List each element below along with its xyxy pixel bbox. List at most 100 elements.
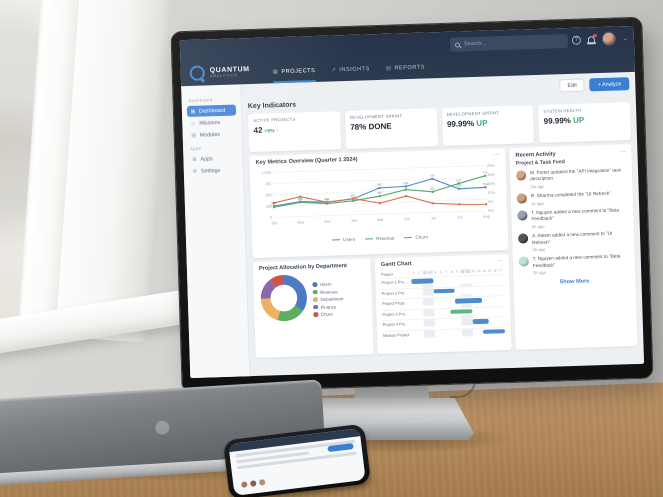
search-input[interactable] [463, 38, 555, 48]
gantt-bar[interactable] [483, 329, 506, 335]
legend-item[interactable]: Users [332, 237, 355, 243]
donut-legend-item[interactable]: Users [312, 281, 343, 287]
nav-insights[interactable]: ↗ INSIGHTS [331, 66, 370, 73]
notifications-button[interactable] [587, 33, 597, 43]
svg-text:Jun: Jun [404, 217, 410, 221]
gantt-bar[interactable] [450, 309, 472, 315]
metrics-line-chart: 1,000 750 500 250 0 25% 20% 15% 10% 5% 0% Oct Nov Dec… [256, 160, 502, 239]
activity-item[interactable]: T. Nguyen added a new comment to "Beta F… [518, 254, 630, 276]
svg-text:Mar: Mar [377, 218, 384, 222]
kpi-label: SYSTEM HEALTH [543, 107, 582, 114]
kpi-value: 99.99% [543, 115, 571, 126]
gantt-bar[interactable] [455, 298, 483, 304]
sidebar-item-label: Dashboard [198, 107, 226, 115]
project-allocation-card: Project Allocation by Department Users Re… [252, 258, 374, 358]
sidebar-item-apps[interactable]: ⊞ Apps [188, 152, 237, 165]
kpi-value: 99.99% [446, 119, 475, 129]
donut-legend-item[interactable]: Department [312, 296, 343, 302]
svg-text:455: 455 [430, 187, 435, 191]
svg-text:775: 775 [482, 171, 487, 175]
notification-dot [593, 33, 597, 38]
nav-projects[interactable]: ▦ PROJECTS [273, 68, 316, 75]
nav-projects-label: PROJECTS [281, 67, 316, 76]
svg-text:0%: 0% [488, 209, 494, 213]
kpi-development-sprint-2[interactable]: DEVELOPMENT SPRINT 99.99% UP [441, 105, 535, 147]
legend-item[interactable]: Revenue [365, 236, 395, 242]
activity-item[interactable]: T. Nguyen added a new comment to "Beta F… [517, 207, 628, 229]
kpi-active-projects[interactable]: ACTIVE PROJECTS 42 +5% ↑ [248, 111, 341, 153]
svg-text:270: 270 [324, 198, 329, 202]
kpi-label: ACTIVE PROJECTS [253, 116, 296, 123]
kpi-suffix: UP [476, 118, 488, 128]
gantt-bar[interactable] [433, 288, 456, 294]
sidebar-item-modules[interactable]: ▤ Modules [188, 128, 237, 141]
donut-legend-item[interactable]: Finance [313, 304, 344, 310]
analyze-button[interactable]: + Analyze [589, 77, 630, 92]
card-menu-icon[interactable]: ⋯ [493, 152, 500, 159]
donut-legend-item[interactable]: Revenue [312, 289, 344, 295]
avatar [515, 170, 527, 181]
dashboard-screen: QUANTUM ANALYTICS ▦ PROJECTS ↗ INSIGHTS … [179, 25, 645, 379]
kpi-value: 42 [253, 125, 263, 135]
activity-item[interactable]: M. Porter updated the "API Integration" … [515, 167, 627, 189]
sidebar-item-settings[interactable]: ⚙ Settings [189, 164, 238, 177]
nav-insights-label: INSIGHTS [339, 66, 370, 74]
svg-text:595: 595 [403, 181, 408, 185]
svg-text:10%: 10% [488, 191, 496, 195]
legend-item[interactable]: Churn [404, 235, 428, 241]
quantum-logo-icon [189, 65, 205, 81]
svg-text:Nov: Nov [298, 220, 305, 224]
svg-text:315: 315 [298, 197, 303, 201]
gantt-chart: Project 1 2 3 4 5 6 7 8 9 10 11 12 13 14 15 16 17 Project … [381, 266, 506, 341]
avatar [517, 233, 529, 244]
gantt-row-label: Project 3 Progress [382, 310, 413, 317]
recent-activity-card: Recent Activity ⋯ Project & Task Feed M.… [509, 144, 638, 350]
card-menu-icon[interactable]: ⋯ [619, 149, 626, 156]
avatar [518, 256, 529, 268]
chevron-down-icon[interactable]: ⌄ [622, 35, 628, 42]
svg-text:745: 745 [430, 174, 435, 178]
modules-icon: ▤ [191, 132, 197, 139]
svg-text:505: 505 [456, 184, 461, 188]
nav-reports-label: REPORTS [394, 64, 426, 72]
svg-text:520: 520 [483, 182, 488, 186]
svg-text:Jul: Jul [431, 216, 436, 220]
apps-icon: ⊞ [192, 156, 197, 163]
svg-text:500: 500 [265, 193, 271, 197]
card-menu-icon[interactable]: ⋯ [496, 258, 503, 265]
svg-text:355: 355 [351, 194, 356, 198]
kpi-development-sprint[interactable]: DEVELOPMENT SPRINT 78% DONE [344, 108, 438, 150]
svg-text:20%: 20% [487, 173, 495, 177]
edit-button[interactable]: Edit [559, 78, 585, 93]
svg-text:Jul: Jul [457, 215, 462, 219]
svg-text:Oct: Oct [271, 221, 278, 225]
svg-text:5%: 5% [488, 200, 494, 204]
gantt-bar[interactable] [411, 278, 434, 284]
search-box[interactable] [449, 34, 569, 52]
sidebar-item-dashboard[interactable]: ▦ Dashboard [186, 104, 237, 118]
svg-text:Jan: Jan [351, 219, 357, 223]
gantt-card: Gantt Chart ⋯ Project 1 2 3 4 5 6 7 8 9 10 11 12 13 14… [374, 253, 512, 355]
show-more-link[interactable]: Show More [559, 278, 590, 285]
kpi-system-health[interactable]: SYSTEM HEALTH 99.99% UP [538, 102, 632, 143]
sidebar-section-apps: Apps [190, 145, 202, 151]
svg-text:580: 580 [377, 183, 382, 187]
monitor: QUANTUM ANALYTICS ▦ PROJECTS ↗ INSIGHTS … [170, 16, 654, 394]
sidebar-item-missions[interactable]: ◇ Missions [187, 116, 236, 129]
help-icon[interactable]: ? [571, 35, 581, 45]
svg-text:1,000: 1,000 [261, 171, 271, 175]
activity-feed: M. Porter updated the "API Integration" … [515, 167, 630, 276]
gantt-bar[interactable] [472, 319, 489, 325]
donut-legend: Users Revenue Department Finance Churn [312, 281, 344, 317]
nav-reports[interactable]: ▤ REPORTS [386, 65, 425, 72]
donut-legend-item[interactable]: Churn [313, 311, 344, 317]
kpi-value: 78% DONE [350, 121, 392, 132]
activity-item[interactable]: R. Sharma completed the "UI Refresh" 1h … [516, 190, 627, 206]
sidebar-section-dashboard: Dashboard [188, 97, 213, 103]
svg-text:Dec: Dec [324, 220, 331, 224]
user-avatar[interactable] [601, 31, 617, 46]
svg-text:525: 525 [403, 184, 408, 188]
activity-item[interactable]: A. Aleem added a new comment to "UI Refr… [517, 230, 629, 252]
sidebar-item-label: Missions [199, 119, 221, 127]
svg-text:395: 395 [377, 191, 382, 195]
